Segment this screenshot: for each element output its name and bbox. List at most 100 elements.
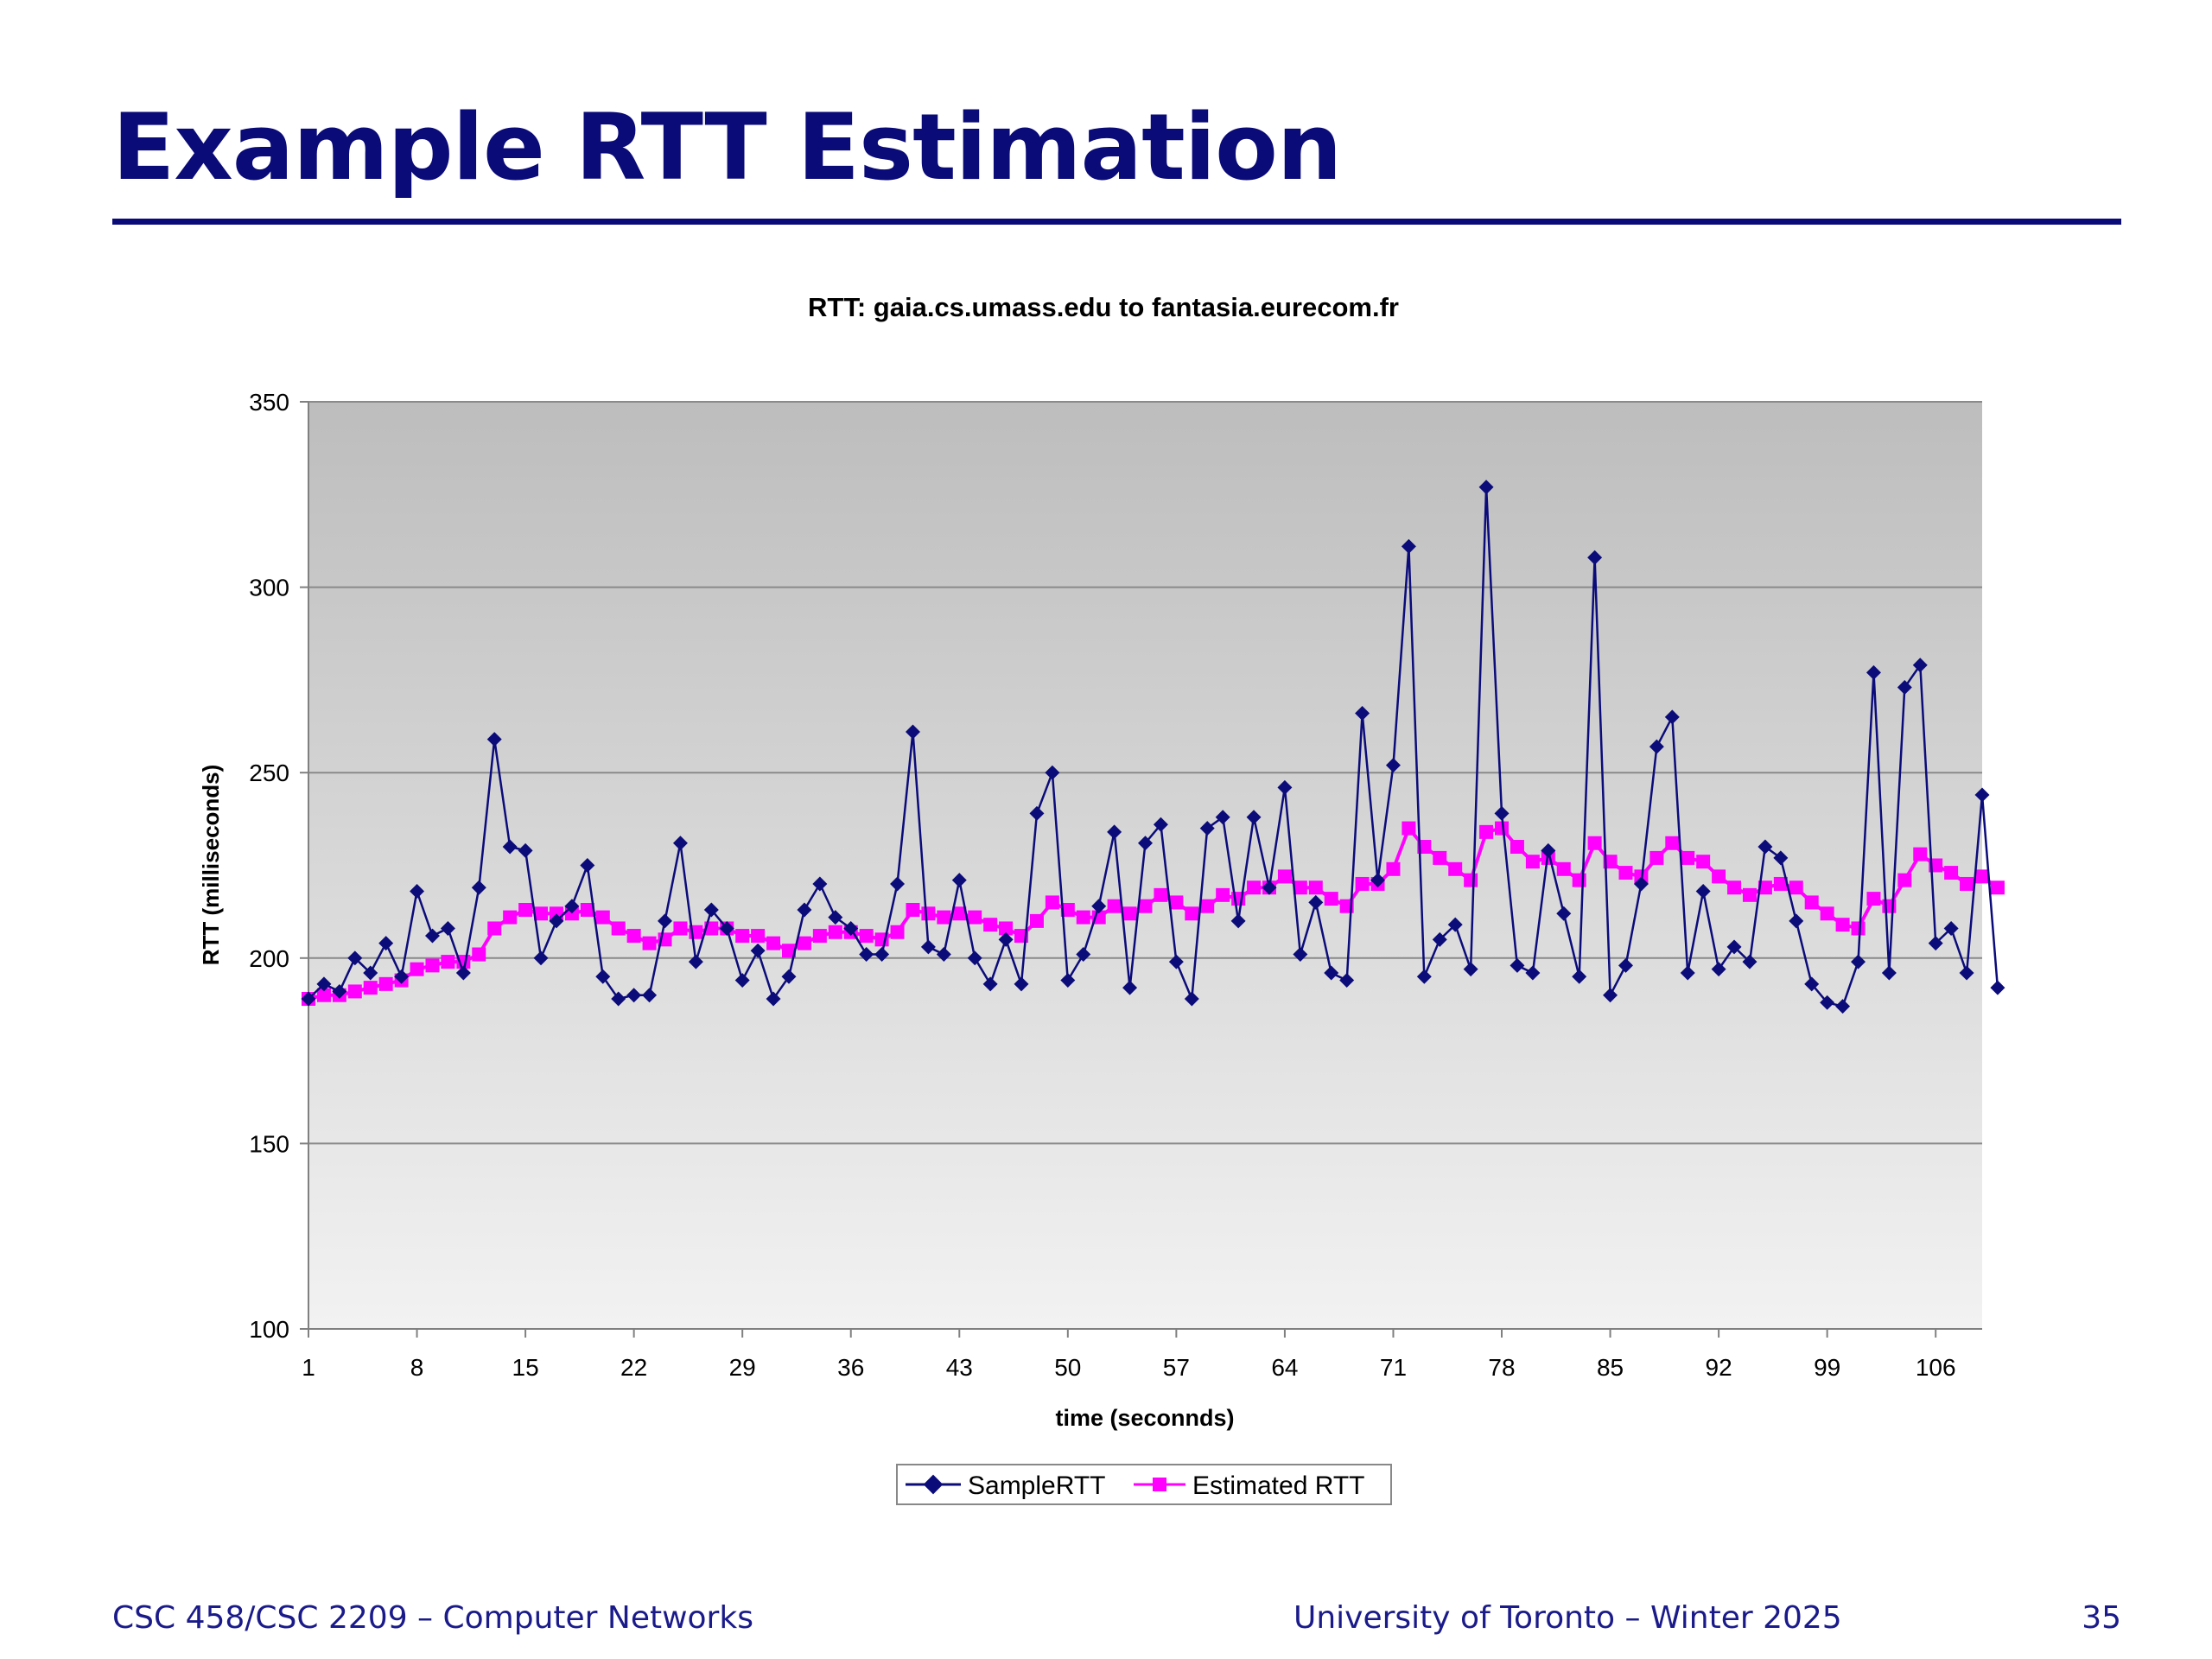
- data-point: [1060, 903, 1075, 918]
- footer-institution: University of Toronto – Winter 2025: [1294, 1600, 1842, 1636]
- data-point: [1990, 880, 2005, 895]
- data-point: [1169, 895, 1184, 910]
- data-point: [673, 921, 688, 936]
- data-point: [347, 984, 362, 999]
- x-tick-label: 85: [1597, 1354, 1624, 1381]
- data-point: [595, 969, 611, 984]
- data-point: [1851, 954, 1866, 969]
- x-tick-label: 43: [946, 1354, 973, 1381]
- data-point: [1572, 873, 1586, 887]
- data-point: [1416, 969, 1432, 984]
- data-point: [1277, 869, 1292, 884]
- data-point: [812, 929, 827, 944]
- data-point: [1262, 880, 1277, 895]
- data-point: [1107, 824, 1122, 840]
- data-point: [1324, 892, 1338, 906]
- data-point: [859, 929, 874, 944]
- data-point: [905, 724, 920, 740]
- series-layer: [301, 480, 2005, 1014]
- data-point: [1696, 855, 1711, 869]
- data-point: [425, 958, 440, 973]
- data-point: [937, 910, 951, 925]
- data-point: [1587, 550, 1603, 565]
- data-point: [1851, 921, 1866, 936]
- data-point: [859, 947, 874, 962]
- data-point: [1168, 954, 1184, 969]
- data-point: [1897, 873, 1912, 887]
- x-tick-label: 50: [1054, 1354, 1081, 1381]
- data-point: [1541, 842, 1556, 858]
- data-point: [1959, 965, 1974, 981]
- data-point: [1386, 861, 1401, 876]
- data-point: [1494, 805, 1510, 821]
- data-point: [1742, 887, 1757, 902]
- plot-area: [308, 402, 1982, 1329]
- data-point: [1727, 880, 1742, 895]
- data-point: [1153, 817, 1168, 832]
- data-point: [1417, 840, 1432, 855]
- x-tick-label: 8: [410, 1354, 424, 1381]
- data-point: [1402, 821, 1416, 836]
- data-point: [998, 931, 1014, 947]
- y-tick-labels: 100 150 200 250 300 350: [249, 389, 308, 1343]
- data-point: [595, 910, 610, 925]
- y-tick-label: 350: [249, 389, 289, 416]
- data-point: [626, 988, 642, 1003]
- data-point: [734, 973, 750, 988]
- data-point: [1478, 480, 1494, 495]
- data-point: [982, 976, 998, 992]
- data-point: [1758, 880, 1772, 895]
- data-point: [1912, 658, 1928, 673]
- data-point: [1928, 936, 1943, 951]
- data-point: [1649, 850, 1664, 865]
- data-point: [549, 913, 564, 929]
- y-tick-label: 100: [249, 1316, 289, 1343]
- data-point: [921, 906, 936, 921]
- data-point: [1866, 664, 1881, 680]
- data-point: [1712, 869, 1726, 884]
- data-point: [1804, 895, 1819, 910]
- data-point: [1726, 939, 1742, 955]
- chart-title: RTT: gaia.cs.umass.edu to fantasia.eurec…: [808, 292, 1399, 322]
- x-tick-label: 22: [620, 1354, 647, 1381]
- data-point: [1432, 931, 1447, 947]
- x-tick-labels: 1 8 15 22 29 36 43 50 57 64 71 78 85 92 99 106: [302, 1329, 1956, 1381]
- x-tick-label: 99: [1814, 1354, 1840, 1381]
- data-point: [1510, 957, 1525, 973]
- data-point: [1649, 739, 1664, 754]
- data-point: [766, 936, 781, 950]
- data-point: [1572, 969, 1587, 984]
- data-point: [1835, 918, 1850, 932]
- data-point: [703, 902, 719, 918]
- data-point: [1199, 821, 1215, 836]
- data-point: [1664, 709, 1680, 725]
- data-point: [580, 858, 595, 873]
- data-point: [580, 903, 594, 918]
- data-point: [1881, 965, 1897, 981]
- data-point: [1742, 954, 1758, 969]
- data-point: [1618, 866, 1633, 880]
- footer-course: CSC 458/CSC 2209 – Computer Networks: [112, 1600, 753, 1636]
- data-point: [1464, 873, 1478, 887]
- data-point: [1246, 810, 1262, 825]
- data-point: [1355, 876, 1370, 891]
- data-point: [472, 947, 486, 962]
- data-point: [719, 920, 734, 936]
- data-point: [316, 988, 331, 1002]
- data-point: [1773, 876, 1788, 891]
- x-tick-label: 1: [302, 1354, 315, 1381]
- data-point: [1138, 836, 1153, 851]
- data-point: [1556, 906, 1572, 921]
- slide-title: Example RTT Estimation: [112, 94, 1342, 200]
- y-tick-label: 250: [249, 760, 289, 786]
- data-point: [1339, 973, 1355, 988]
- data-point: [1060, 973, 1076, 988]
- data-point: [1943, 920, 1959, 936]
- data-point: [952, 906, 967, 921]
- x-tick-label: 29: [729, 1354, 756, 1381]
- data-point: [812, 876, 828, 892]
- data-point: [1107, 899, 1122, 913]
- legend-marker-estimated: [1153, 1478, 1166, 1491]
- data-point: [642, 936, 657, 950]
- data-point: [1308, 880, 1323, 895]
